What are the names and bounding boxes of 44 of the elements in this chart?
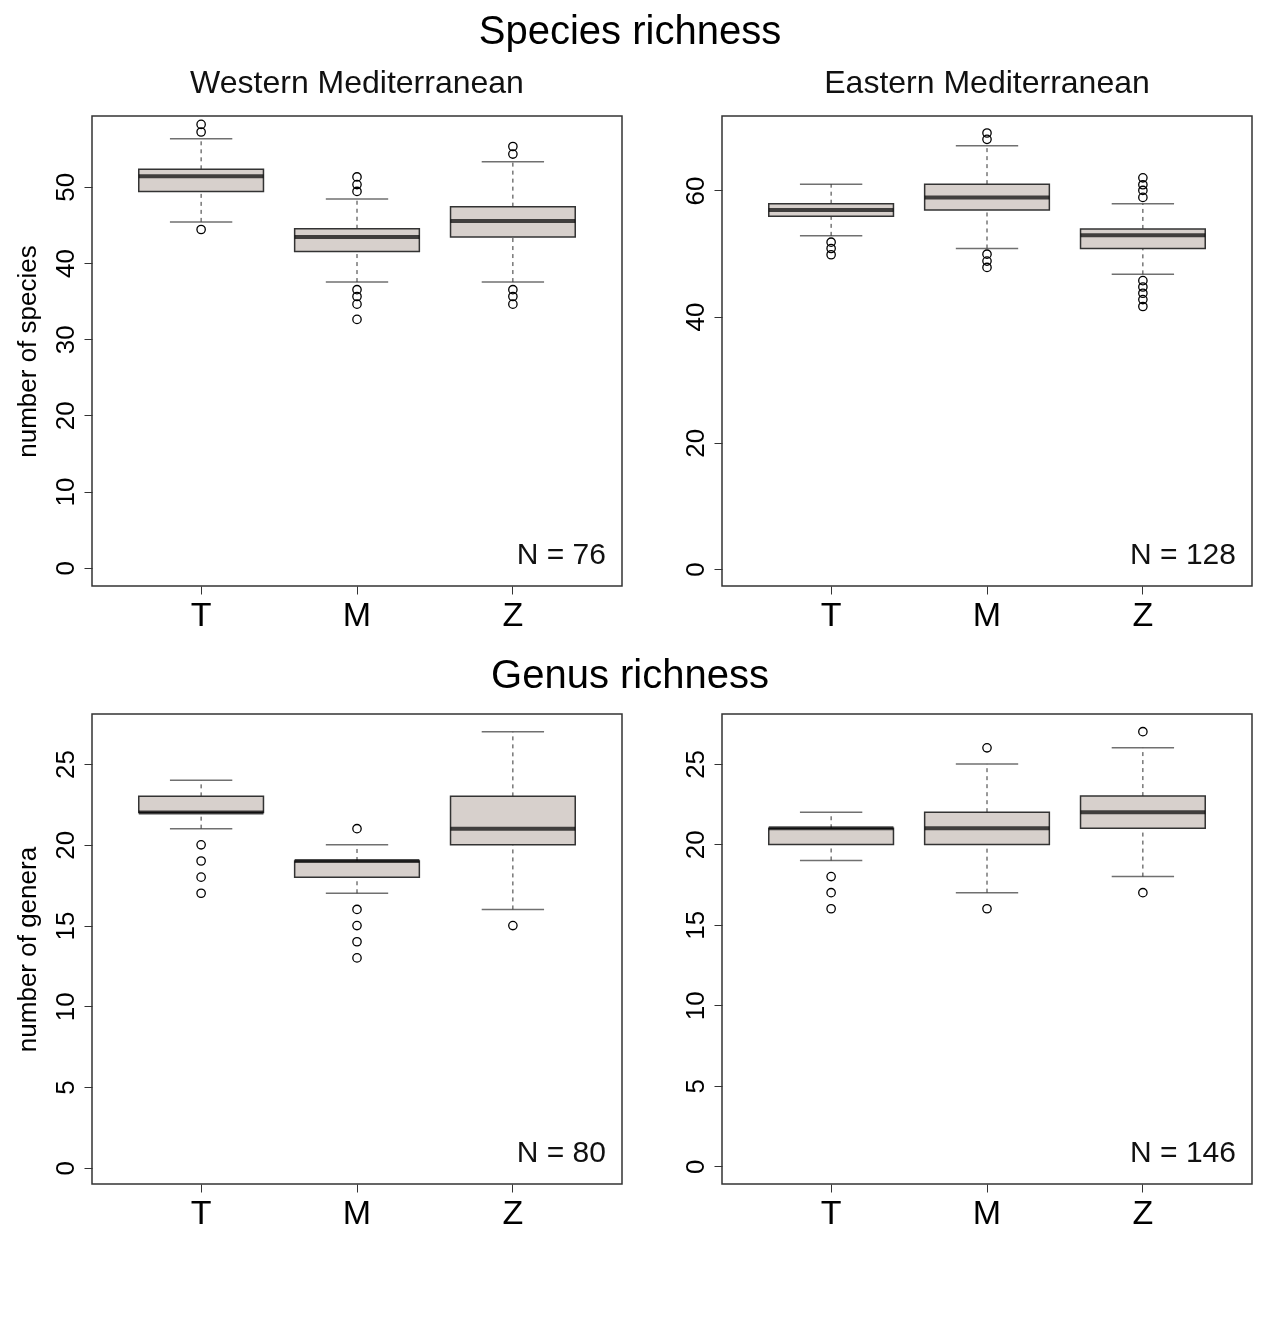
x-tick-label: T [190,594,212,633]
x-tick-label: Z [502,594,524,633]
y-tick-label: 0 [679,1159,710,1175]
chart-title: Genus richness [490,651,770,698]
y-axis-title: number of species [11,245,42,458]
y-tick-label: 20 [49,830,80,860]
annotation: N = 76 [516,537,606,570]
y-tick-label: 10 [49,477,80,507]
y-tick-label: 25 [49,750,80,780]
y-tick-label: 20 [49,401,80,431]
x-tick-label: Z [1132,1192,1154,1231]
y-tick-label: 10 [49,992,80,1022]
x-tick-label: T [820,594,842,633]
y-tick-label: 5 [679,1079,710,1094]
y-tick-label: 15 [679,910,710,940]
x-tick-label: M [972,594,1002,633]
y-tick-label: 30 [49,325,80,355]
x-tick-label: T [820,1192,842,1231]
x-tick-label: Z [1132,594,1154,633]
y-tick-label: 0 [679,562,710,577]
y-axis-title: number of genera [11,846,42,1053]
y-tick-label: 20 [679,428,710,458]
x-tick-label: Z [502,1192,524,1231]
y-tick-label: 40 [49,249,80,278]
y-tick-label: 5 [49,1080,80,1095]
x-tick-label: M [342,594,372,633]
y-tick-label: 10 [679,991,710,1021]
y-tick-label: 25 [679,749,710,779]
x-tick-label: T [190,1192,212,1231]
chart-subtitle: Western Mediterranean [190,64,524,100]
y-tick-label: 50 [49,172,80,202]
chart-subtitle: Eastern Mediterranean [824,64,1150,100]
y-tick-label: 0 [49,1161,80,1176]
y-tick-label: 20 [679,830,710,860]
x-tick-label: M [972,1192,1002,1231]
x-tick-label: M [342,1192,372,1231]
y-tick-label: 0 [49,560,80,576]
y-tick-label: 15 [49,911,80,941]
annotation: N = 146 [1130,1135,1236,1168]
y-tick-label: 40 [679,302,710,332]
chart-title: Species richness [477,7,783,54]
annotation: N = 80 [516,1135,606,1168]
annotation: N = 128 [1130,537,1236,570]
y-tick-label: 60 [679,176,710,206]
